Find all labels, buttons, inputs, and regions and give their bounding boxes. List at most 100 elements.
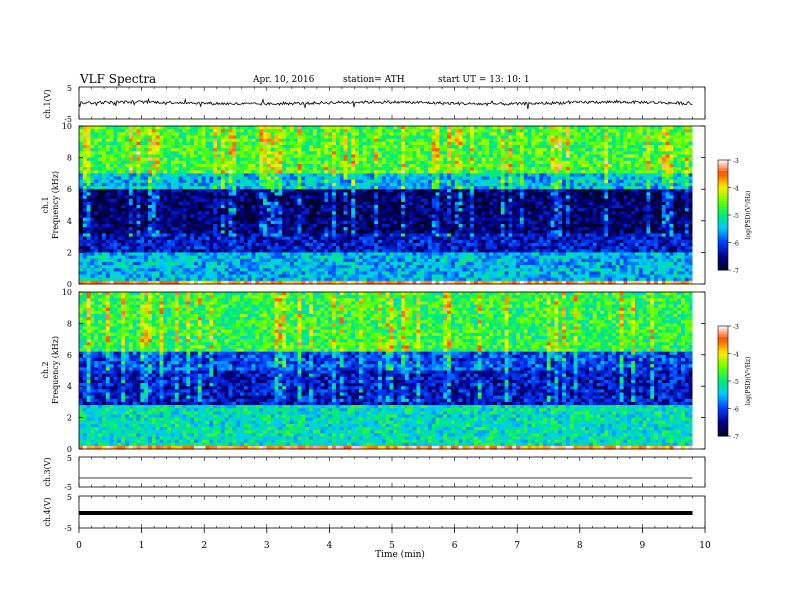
spectrogram-cell <box>347 154 352 158</box>
spectrogram-cell <box>389 186 394 190</box>
spectrogram-cell <box>328 258 333 263</box>
spectrogram-cell <box>343 271 348 275</box>
spectrogram-cell <box>297 271 302 275</box>
spectrogram-cell <box>431 223 436 228</box>
spectrogram-cell <box>182 186 187 190</box>
spectrogram-cell <box>82 179 88 184</box>
spectrogram-cell <box>450 201 456 206</box>
spectrogram-cell <box>182 129 187 133</box>
spectrogram-cell <box>351 214 356 219</box>
spectrogram-cell <box>148 255 153 260</box>
spectrogram-cell <box>412 271 417 275</box>
spectrogram-cell <box>94 186 99 190</box>
spectrogram-cell <box>109 217 114 222</box>
spectrogram-cell <box>339 214 344 219</box>
spectrogram-cell <box>297 249 302 253</box>
spectrogram-cell <box>159 211 164 215</box>
spectrogram-cell <box>121 192 126 196</box>
spectrogram-cell <box>328 141 333 146</box>
spectrogram-cell <box>282 274 287 279</box>
spectrogram-cell <box>209 255 214 260</box>
spectrogram-cell <box>366 236 371 241</box>
spectrogram-cell <box>320 192 325 196</box>
spectrogram-cell <box>121 223 126 228</box>
spectrogram-cell <box>374 249 379 253</box>
spectrogram-cell <box>144 208 149 212</box>
spectrogram-cell <box>194 252 199 256</box>
spectrogram-cell <box>132 268 137 272</box>
spectrogram-cell <box>393 167 398 171</box>
spectrogram-cell <box>178 138 183 143</box>
spectrogram-cell <box>266 129 272 133</box>
spectrogram-cell <box>289 154 295 158</box>
spectrogram-cell <box>102 277 107 282</box>
spectrogram-cell <box>289 277 295 282</box>
spectrogram-cell <box>236 261 241 266</box>
spectrogram-cell <box>144 223 149 228</box>
spectrogram-cell <box>132 148 137 152</box>
spectrogram-cell <box>263 249 268 253</box>
spectrogram-cell <box>450 138 456 143</box>
spectrogram-cell <box>312 280 318 285</box>
spectrogram-cell <box>335 135 341 140</box>
spectrogram-cell <box>174 255 180 260</box>
spectrogram-cell <box>182 148 187 152</box>
spectrogram-cell <box>159 135 164 140</box>
spectrogram-cell <box>309 223 314 228</box>
spectrogram-cell <box>255 265 260 269</box>
spectrogram-cell <box>79 201 84 206</box>
spectrogram-cell <box>194 148 199 152</box>
spectrogram-cell <box>109 132 114 136</box>
spectrogram-cell <box>155 163 160 168</box>
spectrogram-cell <box>243 179 249 184</box>
spectrogram-cell <box>424 201 429 206</box>
spectrogram-cell <box>102 170 107 174</box>
spectrogram-cell <box>343 239 348 244</box>
spectrogram-cell <box>420 154 425 158</box>
spectrogram-cell <box>274 163 279 168</box>
spectrogram-cell <box>412 192 417 196</box>
spectrogram-cell <box>274 217 279 222</box>
spectrogram-cell <box>378 179 383 184</box>
spectrogram-cell <box>316 179 321 184</box>
spectrogram-cell <box>309 135 314 140</box>
spectrogram-cell <box>217 249 222 253</box>
spectrogram-cell <box>427 211 433 215</box>
spectrogram-cell <box>316 214 321 219</box>
spectrogram-cell <box>266 179 272 184</box>
spectrogram-cell <box>217 141 222 146</box>
spectrogram-cell <box>201 230 206 234</box>
spectrogram-cell <box>412 163 417 168</box>
spectrogram-cell <box>266 268 272 272</box>
spectrogram-cell <box>190 268 195 272</box>
spectrogram-cell <box>117 148 122 152</box>
spectrogram-cell <box>447 198 452 203</box>
spectrogram-cell <box>320 205 325 209</box>
spectrogram-cell <box>293 220 298 225</box>
spectrogram-cell <box>366 242 371 247</box>
spectrogram-cell <box>128 277 134 282</box>
spectrogram-cell <box>332 132 337 136</box>
spectrogram-cell <box>220 179 226 184</box>
spectrogram-cell <box>232 179 237 184</box>
spectrogram-cell <box>217 126 222 130</box>
spectrogram-cell <box>121 208 126 212</box>
spectrogram-cell <box>278 192 283 196</box>
spectrogram-cell <box>278 170 283 174</box>
spectrogram-cell <box>228 195 233 200</box>
spectrogram-cell <box>397 176 402 181</box>
spectrogram-cell <box>251 239 256 244</box>
spectrogram-cell <box>266 189 272 193</box>
spectrogram-cell <box>274 186 279 190</box>
spectrogram-cell <box>431 186 436 190</box>
spectrogram-cell <box>178 265 183 269</box>
spectrogram-cell <box>163 277 168 282</box>
spectrogram-cell <box>328 211 333 215</box>
spectrogram-cell <box>404 144 410 149</box>
spectrogram-cell <box>232 261 237 266</box>
spectrogram-cell <box>148 173 153 177</box>
spectrogram-cell <box>316 135 321 140</box>
spectrogram-cell <box>247 163 252 168</box>
spectrogram-cell <box>125 236 130 241</box>
spectrogram-cell <box>194 205 199 209</box>
